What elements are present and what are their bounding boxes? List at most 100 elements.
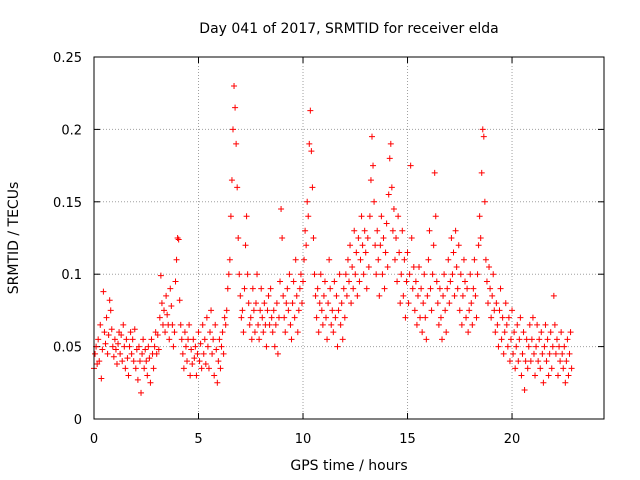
data-point — [273, 300, 280, 307]
data-point — [241, 285, 248, 292]
data-point — [471, 256, 478, 263]
data-point — [512, 365, 519, 372]
data-point — [525, 343, 532, 350]
data-point — [296, 285, 303, 292]
data-point — [163, 292, 170, 299]
data-point — [306, 140, 313, 147]
data-point — [377, 242, 384, 249]
data-point — [522, 358, 529, 365]
data-point — [132, 365, 139, 372]
data-point — [317, 271, 324, 278]
data-point — [382, 249, 389, 256]
data-point — [410, 263, 417, 270]
data-point — [252, 300, 259, 307]
data-point — [233, 140, 240, 147]
data-point — [343, 292, 350, 299]
data-point — [460, 256, 467, 263]
data-point — [148, 336, 155, 343]
data-point — [328, 321, 335, 328]
data-point — [497, 285, 504, 292]
data-point — [189, 360, 196, 367]
data-point — [122, 365, 129, 372]
data-point — [457, 271, 464, 278]
data-point — [366, 213, 373, 220]
data-point — [562, 379, 569, 386]
data-point — [98, 375, 105, 382]
data-point — [439, 336, 446, 343]
data-point — [346, 278, 352, 285]
data-point — [456, 307, 463, 314]
data-points — [91, 82, 575, 396]
data-point — [286, 271, 293, 278]
data-point — [99, 346, 106, 353]
data-point — [247, 314, 254, 321]
data-point — [543, 358, 550, 365]
data-point — [371, 198, 378, 205]
data-point — [239, 307, 246, 314]
data-point — [387, 140, 394, 147]
data-point — [177, 321, 184, 328]
data-point — [107, 307, 114, 314]
data-point — [216, 336, 223, 343]
data-point — [123, 336, 130, 343]
data-point — [153, 350, 160, 357]
data-point — [337, 321, 344, 328]
data-point — [235, 235, 242, 241]
data-point — [310, 235, 317, 241]
data-point — [352, 271, 359, 278]
data-point — [215, 358, 222, 365]
grid-lines — [94, 57, 604, 419]
data-point — [506, 358, 513, 365]
data-point — [477, 235, 484, 241]
data-point — [166, 336, 173, 343]
data-point — [550, 292, 557, 299]
data-point — [173, 256, 180, 263]
data-point — [321, 278, 328, 285]
data-point — [256, 336, 263, 343]
data-point — [420, 300, 427, 307]
data-point — [134, 376, 141, 383]
data-point — [379, 271, 386, 278]
data-point — [526, 321, 533, 328]
data-point — [357, 256, 364, 263]
data-point — [246, 321, 253, 328]
data-point — [106, 297, 113, 304]
data-point — [170, 343, 177, 350]
data-point — [472, 292, 479, 299]
y-axis-label: SRMTID / TECUs — [6, 182, 22, 295]
data-point — [347, 242, 354, 249]
data-point — [128, 350, 135, 357]
data-point — [109, 343, 116, 350]
y-tick-label: 0.1 — [61, 268, 82, 283]
data-point — [476, 213, 483, 220]
data-point — [325, 300, 332, 307]
data-point — [282, 329, 289, 336]
axis-ticks: 0 5 10 15 20 0 0.05 0.1 0.15 0.2 0.25 — [53, 51, 604, 447]
data-point — [546, 350, 553, 357]
data-point — [368, 133, 375, 140]
data-point — [360, 271, 367, 278]
data-point — [293, 292, 300, 299]
data-point — [213, 346, 220, 353]
data-point — [208, 307, 215, 314]
data-point — [501, 329, 508, 336]
data-point — [467, 271, 474, 278]
data-point — [261, 300, 268, 307]
data-point — [221, 314, 228, 321]
data-point — [336, 271, 343, 278]
data-point — [186, 321, 193, 328]
data-point — [126, 343, 133, 350]
data-point — [339, 336, 346, 343]
data-point — [407, 162, 414, 169]
data-point — [292, 256, 299, 263]
data-point — [449, 271, 456, 278]
data-point — [300, 278, 307, 285]
data-point — [498, 336, 505, 343]
data-point — [191, 355, 198, 362]
data-point — [388, 184, 395, 191]
data-point — [520, 329, 527, 336]
data-point — [342, 271, 349, 278]
data-point — [264, 307, 271, 314]
data-point — [289, 300, 296, 307]
